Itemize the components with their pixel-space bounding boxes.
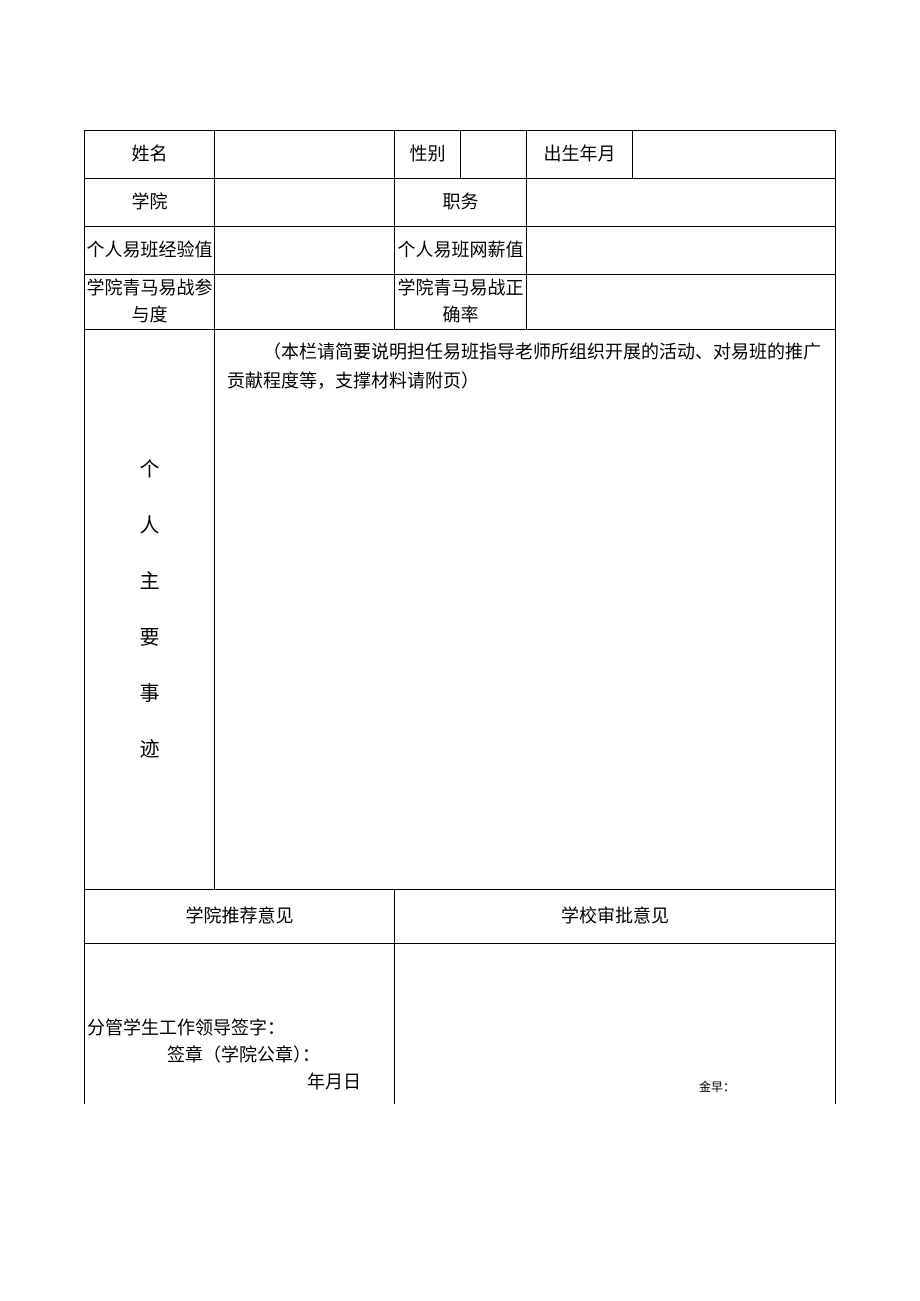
label-college-opinion: 学院推荐意见 (85, 890, 395, 944)
label-salary: 个人易班网薪值 (395, 227, 527, 275)
sig-leader-label: 分管学生工作领导签字： (87, 1015, 392, 1042)
school-opinion-body[interactable]: 金早： (395, 944, 836, 1104)
label-college: 学院 (85, 179, 215, 227)
label-position: 职务 (395, 179, 527, 227)
right-sig-label: 金早： (397, 1078, 735, 1096)
deeds-hint: （本栏请简要说明担任易班指导老师所组织开展的活动、对易班的推广贡献程度等，支撑材… (227, 338, 823, 396)
value-accuracy[interactable] (527, 275, 836, 330)
value-gender[interactable] (461, 131, 527, 179)
value-birth[interactable] (633, 131, 836, 179)
value-exp[interactable] (215, 227, 395, 275)
value-position[interactable] (527, 179, 836, 227)
value-deeds[interactable]: （本栏请简要说明担任易班指导老师所组织开展的活动、对易班的推广贡献程度等，支撑材… (215, 330, 836, 890)
label-exp: 个人易班经验值 (85, 227, 215, 275)
label-deeds: 个 人 主 要 事 迹 (85, 330, 215, 890)
label-gender: 性别 (395, 131, 461, 179)
label-accuracy: 学院青马易战正确率 (395, 275, 527, 330)
label-school-opinion: 学校审批意见 (395, 890, 836, 944)
value-name[interactable] (215, 131, 395, 179)
sig-date-label: 年月日 (307, 1069, 392, 1096)
label-participation: 学院青马易战参与度 (85, 275, 215, 330)
college-opinion-body[interactable]: 分管学生工作领导签字： 签章（学院公章）： 年月日 (85, 944, 395, 1104)
value-participation[interactable] (215, 275, 395, 330)
value-salary[interactable] (527, 227, 836, 275)
sig-seal-label: 签章（学院公章）： (167, 1042, 392, 1069)
value-college[interactable] (215, 179, 395, 227)
form-table: 姓名 性别 出生年月 学院 职务 个人易班经验值 个人易班网薪值 学院青马易战参… (84, 130, 836, 1104)
label-birth: 出生年月 (527, 131, 633, 179)
label-name: 姓名 (85, 131, 215, 179)
